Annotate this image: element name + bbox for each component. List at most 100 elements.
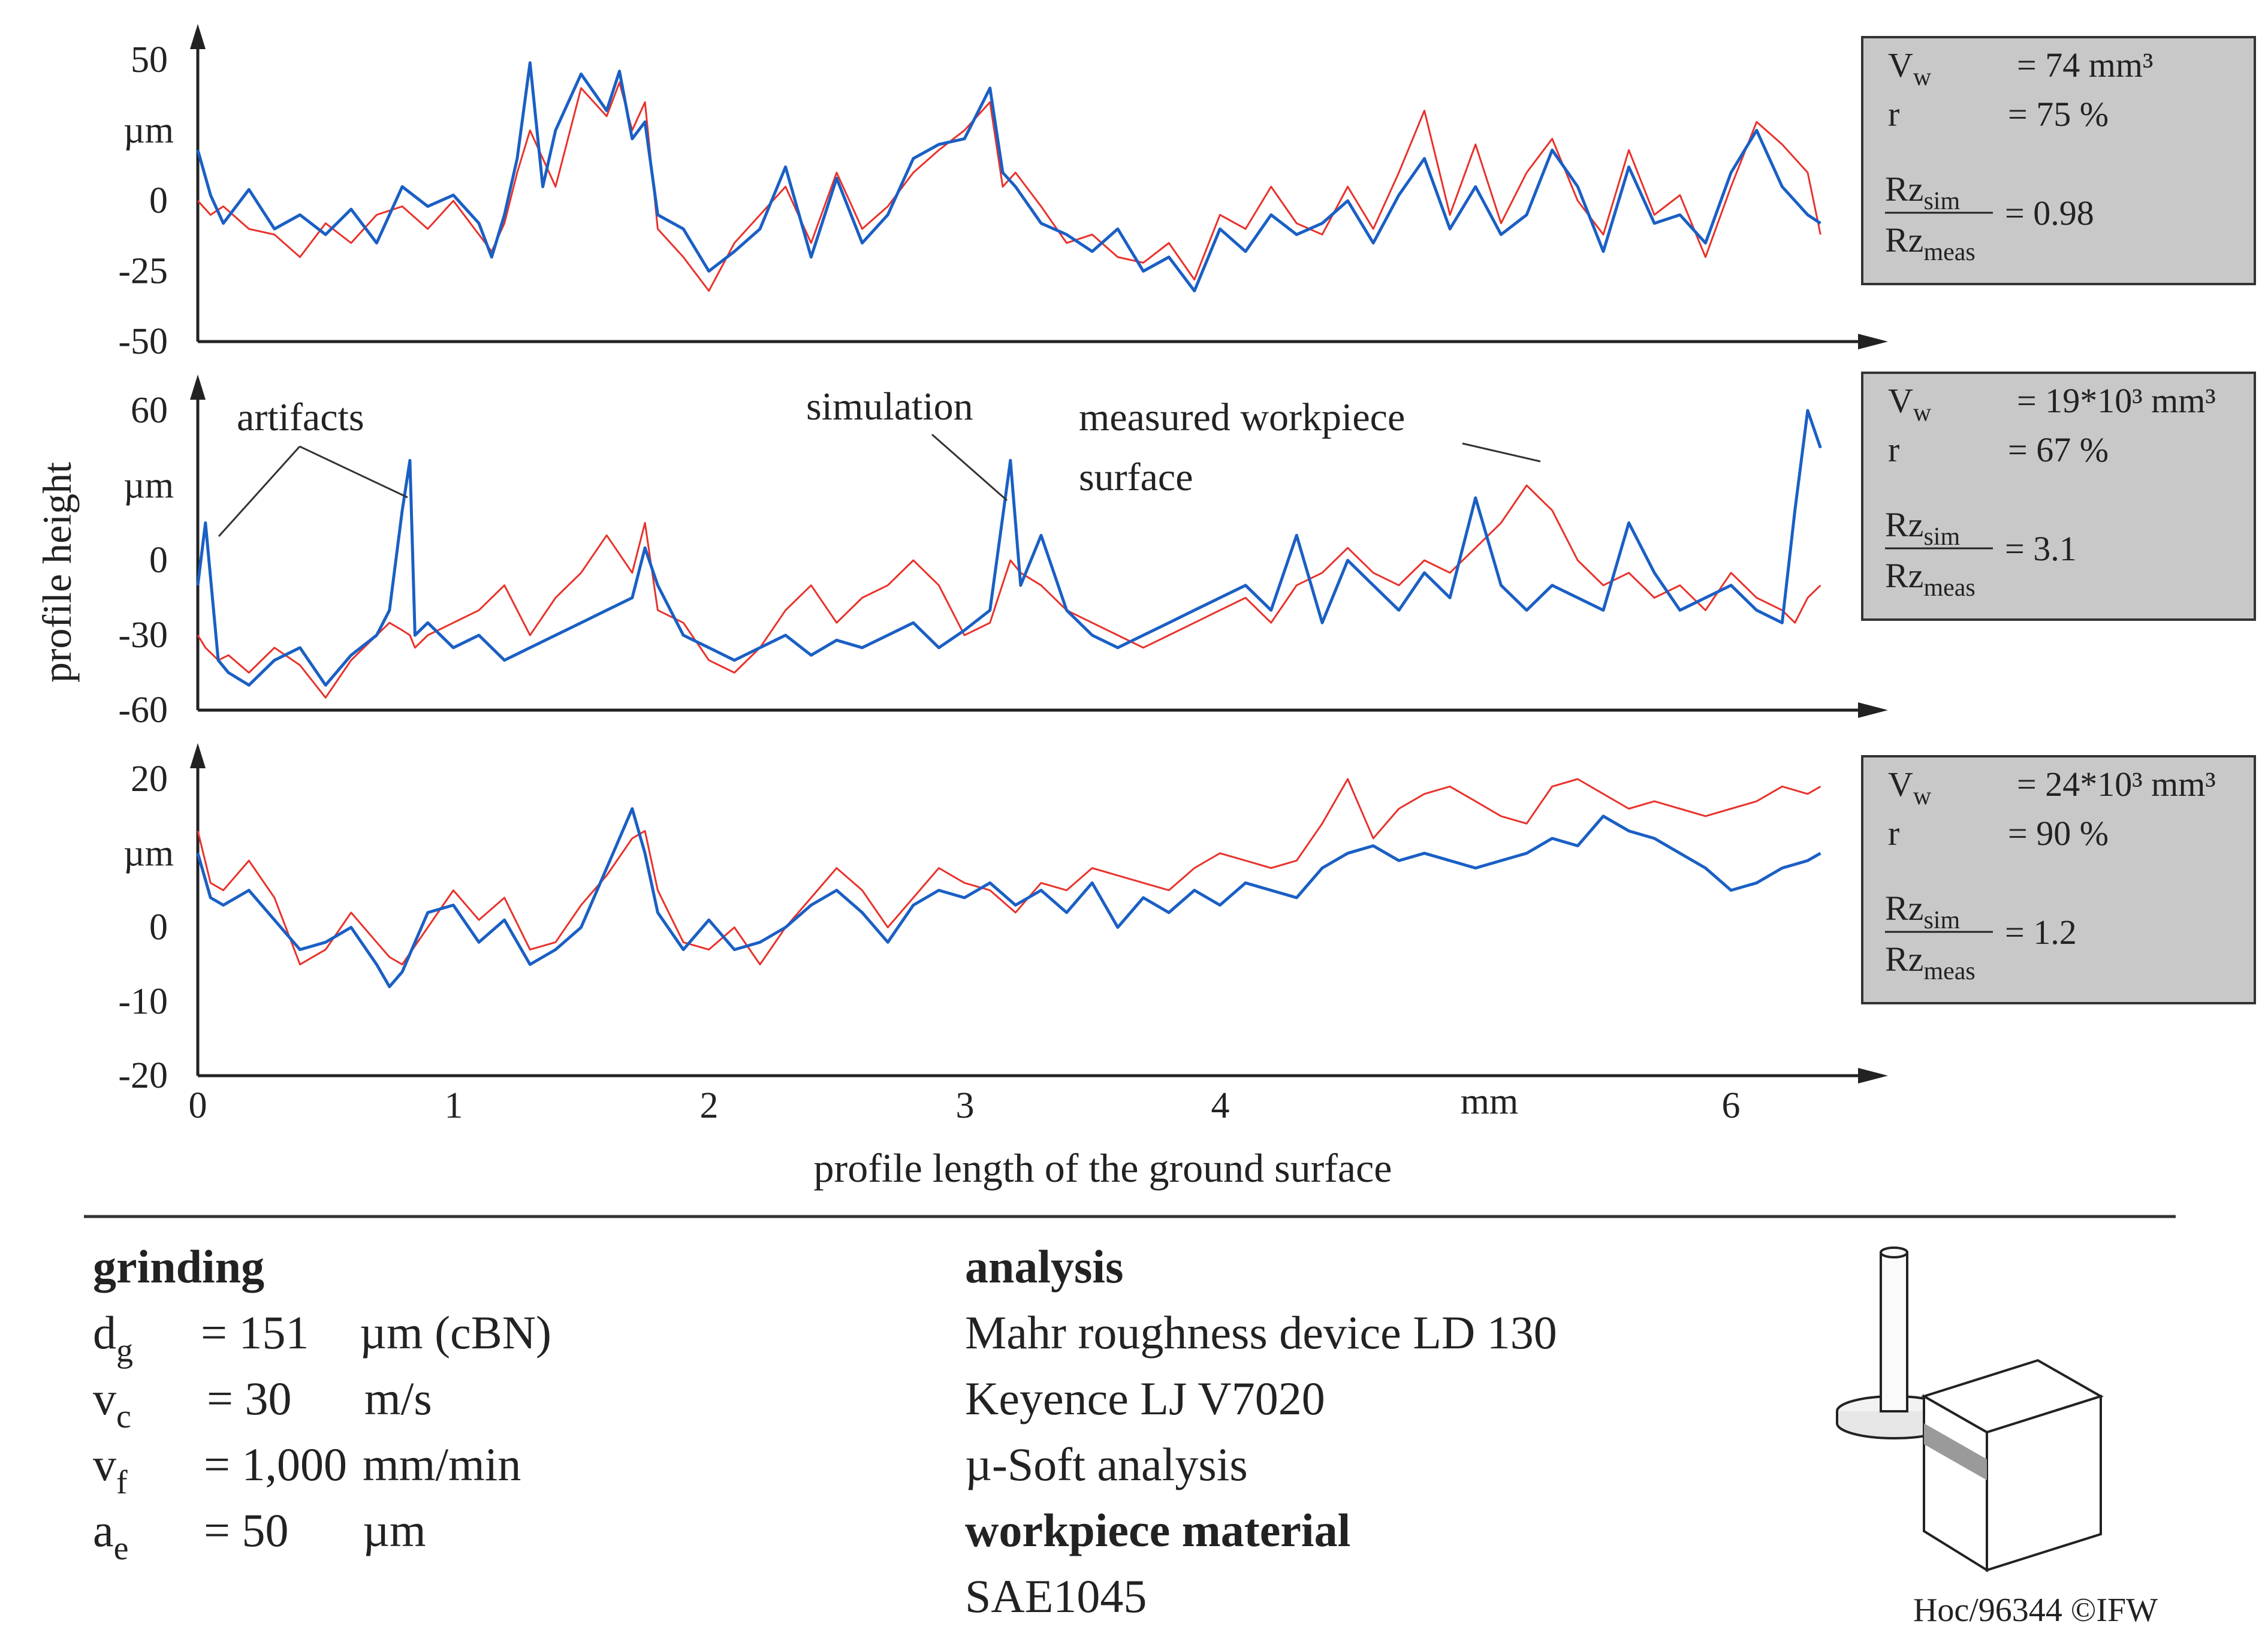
x-tick-3: 3 bbox=[956, 1085, 975, 1126]
workpiece-ground-stripe bbox=[1924, 1423, 1987, 1480]
info-top-rz-sim: Rzsim bbox=[1885, 170, 1960, 215]
workpiece-block-side bbox=[1986, 1395, 2102, 1572]
simulation-line-0 bbox=[196, 61, 1821, 292]
x-tick-2: 2 bbox=[700, 1085, 719, 1126]
x-tick-0: 0 bbox=[189, 1085, 207, 1126]
y-unit-label-0: µm bbox=[123, 110, 174, 151]
info-box-bottom-bg bbox=[1861, 755, 2256, 1004]
x-tick-6: 6 bbox=[1722, 1085, 1741, 1126]
x-axis-arrow-0 bbox=[1858, 334, 1888, 349]
analysis-line-3: µ-Soft analysis bbox=[965, 1438, 1248, 1490]
param-vc-unit: m/s bbox=[364, 1372, 432, 1424]
x-tick-1: 1 bbox=[445, 1085, 463, 1126]
y-axis-arrow-1 bbox=[190, 375, 206, 400]
leader-simulation bbox=[931, 433, 1008, 502]
analysis-line-2: Keyence LJ V7020 bbox=[965, 1372, 1325, 1424]
info-box-middle-bg bbox=[1861, 372, 2256, 621]
leader-measured bbox=[1462, 442, 1541, 463]
param-ae-value: = 50 bbox=[204, 1504, 289, 1556]
y-tick-label-2-2: -10 bbox=[118, 981, 168, 1022]
leader-artifacts-2 bbox=[299, 445, 408, 499]
info-top-vw-value: = 74 mm³ bbox=[2017, 46, 2153, 84]
param-vf-unit: mm/min bbox=[363, 1438, 521, 1490]
info-bot-rz-sim: Rzsim bbox=[1885, 889, 1960, 934]
footer-id: Hoc/96344 ©IFW bbox=[1913, 1592, 2158, 1629]
y-unit-label-1: µm bbox=[123, 465, 174, 506]
analysis-section: analysis Mahr roughness device LD 130 Ke… bbox=[965, 1240, 1557, 1622]
info-mid-vw-value: = 19*10³ mm³ bbox=[2017, 381, 2216, 420]
param-dg-unit: µm (cBN) bbox=[360, 1306, 551, 1359]
info-top-vw: Vw bbox=[1888, 46, 1932, 91]
x-tick-4: 4 bbox=[1211, 1085, 1230, 1126]
y-axis-arrow-2 bbox=[190, 743, 206, 768]
info-mid-ratio-value: = 3.1 bbox=[2005, 529, 2077, 568]
y-tick-label-1-3: -60 bbox=[118, 690, 168, 731]
probe-shaft bbox=[1880, 1251, 1908, 1412]
y-tick-label-2-0: 20 bbox=[131, 759, 168, 799]
annotation-simulation: simulation bbox=[806, 385, 973, 428]
measured-line-1 bbox=[197, 484, 1821, 699]
x-axis-arrow-2 bbox=[1858, 1068, 1888, 1083]
param-dg-symbol: dg bbox=[93, 1306, 133, 1369]
info-top-r: r bbox=[1888, 95, 1899, 134]
analysis-line-1: Mahr roughness device LD 130 bbox=[965, 1306, 1557, 1359]
info-bot-vw-value: = 24*10³ mm³ bbox=[2017, 765, 2216, 804]
simulation-line-1 bbox=[196, 409, 1822, 687]
param-vc-symbol: vc bbox=[93, 1372, 131, 1435]
y-axis-arrow-0 bbox=[190, 24, 206, 49]
y-tick-label-0-3: -50 bbox=[118, 321, 168, 362]
annotation-leaders bbox=[218, 433, 1541, 538]
info-top-r-value: = 75 % bbox=[2008, 95, 2109, 134]
param-vf-symbol: vf bbox=[93, 1438, 128, 1501]
info-bot-r: r bbox=[1888, 814, 1899, 853]
info-mid-vw: Vw bbox=[1888, 381, 1932, 427]
info-box-bottom: Vw = 24*10³ mm³ r = 90 % Rzsim Rzmeas = … bbox=[1861, 755, 2256, 1004]
grinding-param-dg: dg = 151 µm (cBN) bbox=[93, 1306, 551, 1369]
info-box-middle: Vw = 19*10³ mm³ r = 67 % Rzsim Rzmeas = … bbox=[1861, 372, 2256, 621]
annotations: artifacts simulation measured workpiece … bbox=[237, 385, 1405, 499]
info-box-top: Vw = 74 mm³ r = 75 % Rzsim Rzmeas = 0.98 bbox=[1861, 36, 2256, 285]
workpiece-illustration bbox=[1836, 1246, 2104, 1572]
grinding-param-ae: ae = 50 µm bbox=[93, 1504, 426, 1567]
panel-middle: 60 0 -30 -60 µm bbox=[118, 375, 1888, 731]
leader-artifacts-1 bbox=[218, 445, 301, 538]
grinding-param-vf: vf = 1,000 mm/min bbox=[93, 1438, 521, 1501]
info-mid-r-value: = 67 % bbox=[2008, 430, 2109, 469]
y-tick-label-1-2: -30 bbox=[118, 615, 168, 656]
annotation-measured-2: surface bbox=[1079, 455, 1193, 499]
param-ae-symbol: ae bbox=[93, 1504, 128, 1567]
grinding-section: grinding dg = 151 µm (cBN) vc = 30 m/s v… bbox=[93, 1240, 551, 1567]
panel-bottom: 20 0 -10 -20 µm bbox=[118, 743, 1888, 1096]
info-mid-rz-sim: Rzsim bbox=[1885, 505, 1960, 551]
grinding-param-vc: vc = 30 m/s bbox=[93, 1372, 432, 1435]
x-unit-label: mm bbox=[1461, 1081, 1518, 1122]
y-tick-label-0-1: 0 bbox=[149, 180, 168, 221]
y-tick-label-0-0: 50 bbox=[131, 40, 168, 80]
x-tick-labels: 0 1 2 3 4 mm 6 bbox=[189, 1081, 1741, 1126]
param-vc-value: = 30 bbox=[207, 1372, 292, 1424]
info-box-top-bg bbox=[1861, 36, 2256, 285]
measured-line-2 bbox=[197, 778, 1821, 965]
info-bot-ratio-value: = 1.2 bbox=[2005, 913, 2077, 952]
probe-top bbox=[1880, 1246, 1908, 1258]
y-tick-label-1-1: 0 bbox=[149, 540, 168, 581]
param-ae-unit: µm bbox=[363, 1504, 426, 1556]
x-axis-arrow-1 bbox=[1858, 702, 1888, 718]
param-dg-value: = 151 bbox=[201, 1306, 309, 1359]
y-tick-label-2-1: 0 bbox=[149, 907, 168, 948]
info-mid-r: r bbox=[1888, 430, 1899, 469]
y-axis-title: profile height bbox=[34, 462, 80, 683]
annotation-measured-1: measured workpiece bbox=[1079, 396, 1405, 439]
simulation-line-2 bbox=[196, 807, 1821, 988]
panel-top: 50 0 -25 -50 µm bbox=[118, 24, 1888, 362]
material-title: workpiece material bbox=[965, 1504, 1350, 1556]
y-tick-label-2-3: -20 bbox=[118, 1055, 168, 1096]
info-bot-r-value: = 90 % bbox=[2008, 814, 2109, 853]
info-mid-rz-meas: Rzmeas bbox=[1885, 556, 1976, 602]
info-top-ratio-value: = 0.98 bbox=[2005, 194, 2094, 233]
info-bot-vw: Vw bbox=[1888, 765, 1932, 810]
annotation-artifacts: artifacts bbox=[237, 396, 364, 439]
grinding-title: grinding bbox=[93, 1240, 264, 1293]
info-bot-rz-meas: Rzmeas bbox=[1885, 940, 1976, 985]
